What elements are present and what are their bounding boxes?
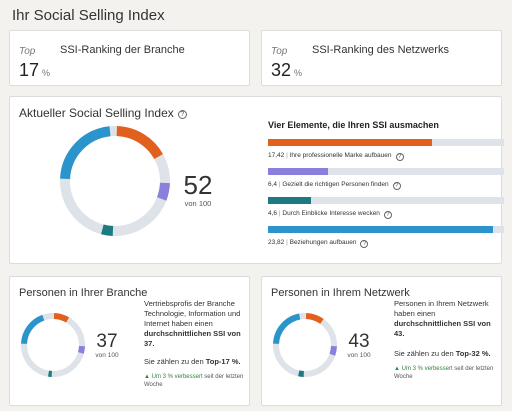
network-donut-track bbox=[273, 313, 337, 377]
element-bar-relate bbox=[268, 226, 504, 233]
network-ranking-number: 32 bbox=[271, 60, 292, 80]
element-value-find: 6,4 bbox=[268, 181, 278, 188]
element-bar-brand bbox=[268, 139, 504, 146]
industry-improve-rest: seit der letzten Woche bbox=[144, 374, 244, 388]
industry-ranking-number: 17 bbox=[19, 60, 40, 80]
industry-ranking-card: Top SSI-Ranking der Branche 17% bbox=[9, 30, 250, 86]
industry-top-text: Sie zählen zu den bbox=[144, 357, 206, 366]
element-label-brand: 17,42 | Ihre professionelle Marke aufbau… bbox=[268, 152, 404, 161]
ssi-donut-track bbox=[60, 126, 170, 236]
element-fill-brand bbox=[268, 139, 433, 146]
network-score-value: 43 bbox=[348, 331, 370, 352]
help-icon[interactable]: ? bbox=[395, 153, 404, 161]
element-separator: | bbox=[278, 210, 281, 217]
network-improve-green: Um 3 % verbessert bbox=[401, 366, 453, 372]
network-ranking-value: 32% bbox=[271, 60, 302, 81]
element-bar-insight bbox=[268, 197, 504, 204]
four-elements-title: Vier Elemente, die Ihren SSI ausmachen bbox=[268, 120, 439, 130]
element-label-insight: 4,6 | Durch Einblicke Interesse wecken? bbox=[268, 210, 392, 219]
element-text-relate: Beziehungen aufbauen bbox=[289, 239, 357, 246]
industry-improve-green: Um 3 % verbessert bbox=[151, 374, 203, 380]
network-ranking-unit: % bbox=[294, 68, 303, 78]
industry-donut-chart bbox=[21, 313, 85, 377]
element-value-brand: 17,42 bbox=[268, 152, 285, 159]
industry-donut-track bbox=[21, 313, 85, 377]
network-improvement: ▲ Um 3 % verbessert seit der letzten Woc… bbox=[394, 365, 500, 381]
help-icon[interactable]: ? bbox=[392, 182, 401, 190]
ssi-donut-chart bbox=[60, 126, 170, 236]
network-people-title: Personen in Ihrem Netzwerk bbox=[271, 287, 410, 299]
network-top-text: Sie zählen zu den bbox=[394, 349, 456, 358]
industry-top-bold: Top-17 %. bbox=[205, 357, 241, 366]
industry-people-title: Personen in Ihrer Branche bbox=[19, 287, 148, 299]
element-separator: | bbox=[278, 181, 281, 188]
element-label-find: 6,4 | Gezielt die richtigen Personen fin… bbox=[268, 181, 401, 190]
page-title: Ihr Social Selling Index bbox=[12, 7, 165, 24]
network-description-bold: durchschnittlichen SSI von 43. bbox=[394, 319, 491, 338]
network-donut-chart bbox=[273, 313, 337, 377]
industry-description-text: Vertriebsprofis der Branche Technologie,… bbox=[144, 299, 241, 328]
element-fill-find bbox=[268, 168, 329, 175]
element-value-insight: 4,6 bbox=[268, 210, 278, 217]
industry-ranking-value: 17% bbox=[19, 60, 50, 81]
network-ranking-card: Top SSI-Ranking des Netzwerks 32% bbox=[261, 30, 502, 86]
network-ranking-top-label: Top bbox=[271, 46, 288, 57]
element-separator: | bbox=[286, 152, 288, 159]
current-ssi-title-text: Aktueller Social Selling Index bbox=[19, 106, 174, 120]
industry-top-line: Sie zählen zu den Top-17 %. bbox=[144, 357, 241, 366]
network-description-text: Personen in Ihrem Netzwerk haben einen bbox=[394, 299, 489, 318]
industry-score: 37 von 100 bbox=[90, 331, 124, 360]
help-icon[interactable]: ? bbox=[383, 211, 392, 219]
network-top-line: Sie zählen zu den Top-32 %. bbox=[394, 349, 491, 358]
industry-ranking-unit: % bbox=[42, 68, 51, 78]
help-icon[interactable]: ? bbox=[177, 110, 187, 119]
ssi-score-of: von 100 bbox=[184, 199, 212, 208]
industry-description: Vertriebsprofis der Branche Technologie,… bbox=[144, 299, 248, 349]
industry-description-bold: durchschnittlichen SSI von 37. bbox=[144, 329, 241, 348]
element-text-brand: Ihre professionelle Marke aufbauen bbox=[289, 152, 392, 159]
ssi-score-value: 52 bbox=[183, 170, 213, 200]
trend-up-icon: ▲ bbox=[394, 366, 400, 372]
industry-ranking-label: SSI-Ranking der Branche bbox=[60, 44, 185, 56]
element-bar-find bbox=[268, 168, 504, 175]
element-text-insight: Durch Einblicke Interesse wecken bbox=[282, 210, 380, 217]
element-fill-relate bbox=[268, 226, 493, 233]
network-improve-rest: seit der letzten Woche bbox=[394, 366, 494, 380]
element-value-relate: 23,82 bbox=[268, 239, 285, 246]
industry-score-of: von 100 bbox=[95, 352, 119, 359]
network-people-card: Personen in Ihrem Netzwerk 43 von 100 Pe… bbox=[261, 276, 502, 406]
element-separator: | bbox=[286, 239, 288, 246]
element-text-find: Gezielt die richtigen Personen finden bbox=[282, 181, 389, 188]
help-icon[interactable]: ? bbox=[360, 240, 369, 248]
network-top-bold: Top-32 %. bbox=[455, 349, 491, 358]
industry-ranking-top-label: Top bbox=[19, 46, 36, 57]
current-ssi-card: Aktueller Social Selling Index? 52 von 1… bbox=[9, 96, 504, 264]
element-fill-insight bbox=[268, 197, 312, 204]
ssi-score: 52 von 100 bbox=[176, 171, 220, 208]
network-score: 43 von 100 bbox=[342, 331, 376, 360]
industry-improvement: ▲ Um 3 % verbessert seit der letzten Woc… bbox=[144, 373, 248, 389]
industry-people-card: Personen in Ihrer Branche 37 von 100 Ver… bbox=[9, 276, 250, 406]
network-description: Personen in Ihrem Netzwerk haben einen d… bbox=[394, 299, 500, 339]
trend-up-icon: ▲ bbox=[144, 374, 150, 380]
current-ssi-title: Aktueller Social Selling Index? bbox=[19, 106, 187, 120]
industry-score-value: 37 bbox=[96, 331, 118, 352]
network-score-of: von 100 bbox=[347, 352, 371, 359]
element-label-relate: 23,82 | Beziehungen aufbauen? bbox=[268, 239, 369, 248]
network-ranking-label: SSI-Ranking des Netzwerks bbox=[312, 44, 449, 56]
